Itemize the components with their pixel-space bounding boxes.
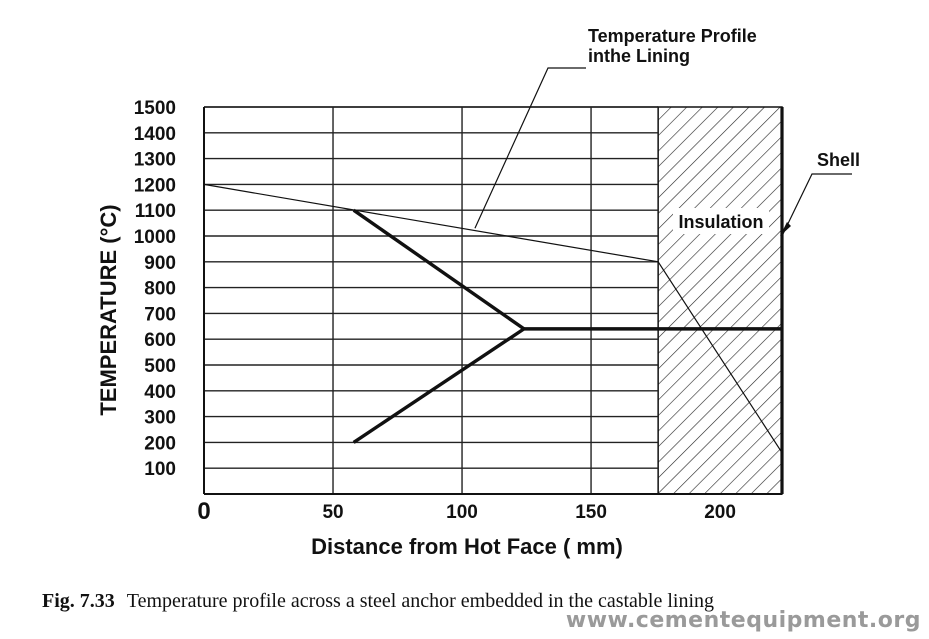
y-tick-label: 900 (144, 253, 176, 274)
insulation-label-bg (673, 208, 769, 234)
watermark: www.cementequipment.org (565, 608, 921, 633)
chart: 1002003004005006007008009001000110012001… (96, 26, 860, 559)
annotation-line: inthe Lining (588, 46, 690, 66)
y-tick-label: 100 (144, 459, 176, 480)
y-tick-label: 1000 (134, 227, 176, 248)
annotation-leader-shell (781, 173, 852, 237)
y-tick-label: 200 (144, 433, 176, 454)
y-tick-label: 1400 (134, 124, 176, 145)
figure-number: Fig. 7.33 (42, 590, 115, 612)
x-tick-label: 100 (446, 502, 478, 523)
y-tick-label: 600 (144, 330, 176, 351)
anchor-profile-line-1 (352, 208, 527, 444)
x-tick-label: 50 (322, 502, 343, 523)
annotation-temperature-profile: Temperature Profile inthe Lining (588, 26, 757, 66)
figure-caption-text: Temperature profile across a steel ancho… (126, 590, 715, 612)
shell-arrowhead (780, 222, 791, 236)
y-tick-label: 800 (144, 279, 176, 300)
y-tick-label: 500 (144, 356, 176, 377)
figure-caption: Fig. 7.33 Temperature profile across a st… (42, 590, 714, 613)
x-tick-label: 0 (197, 498, 210, 525)
insulation-region (657, 106, 783, 495)
annotation-line: Temperature Profile (588, 26, 757, 46)
annotation-leader-profile (474, 67, 586, 229)
x-tick-label: 200 (704, 502, 736, 523)
y-tick-label: 1500 (134, 98, 176, 119)
y-tick-label: 300 (144, 408, 176, 429)
y-tick-label: 1200 (134, 175, 176, 196)
y-tick-label: 400 (144, 382, 176, 403)
y-tick-label: 1100 (135, 201, 176, 222)
y-axis-title: TEMPERATURE (°C) (96, 204, 121, 415)
annotation-shell: Shell (817, 150, 860, 170)
y-tick-label: 700 (144, 304, 176, 325)
annotation-insulation: Insulation (679, 212, 764, 232)
x-axis-title: Distance from Hot Face ( mm) (311, 534, 623, 559)
y-tick-label: 1300 (134, 150, 176, 171)
x-tick-label: 150 (575, 502, 607, 523)
